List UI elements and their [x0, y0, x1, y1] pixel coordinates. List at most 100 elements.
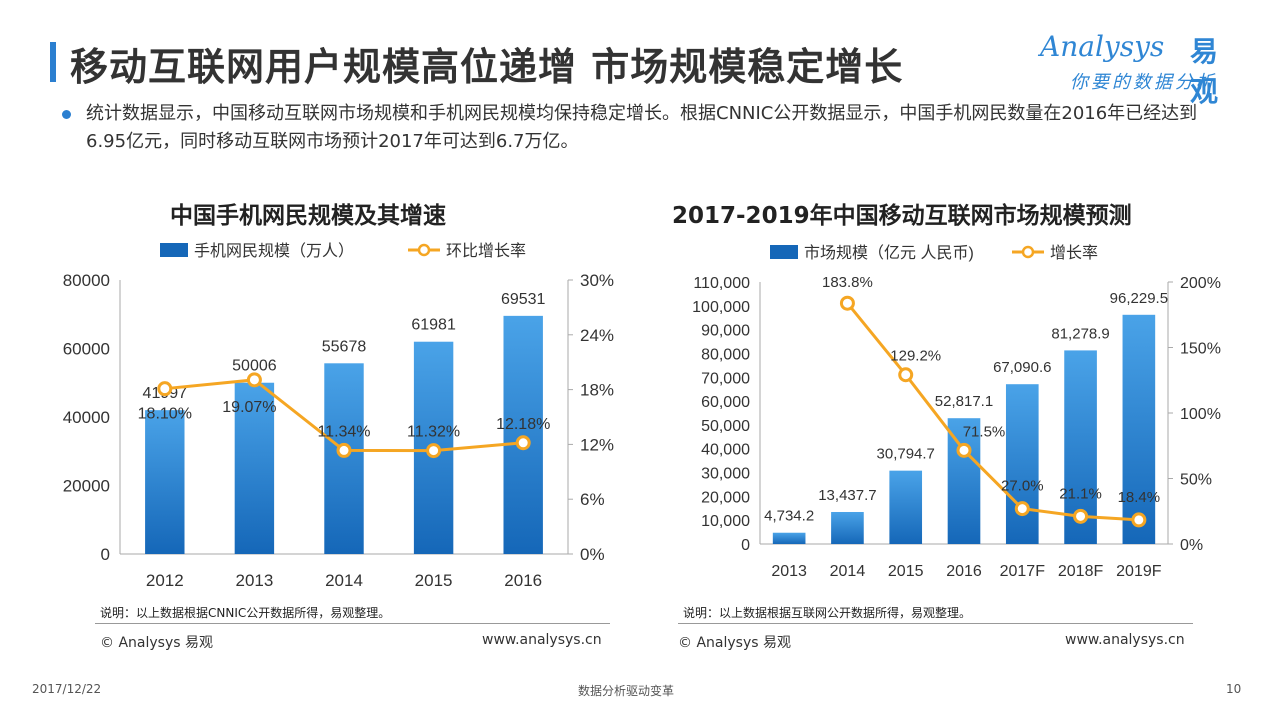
- footer-date: 2017/12/22: [32, 682, 102, 696]
- growth-point: [956, 442, 972, 458]
- y-right-tick-label: 18%: [580, 381, 614, 400]
- x-tick-label: 2017F: [1000, 563, 1046, 580]
- growth-value-label: 27.0%: [1001, 478, 1044, 495]
- growth-value-label: 11.34%: [317, 423, 370, 440]
- y-left-tick-label: 60,000: [701, 394, 750, 411]
- growth-value-label: 71.5%: [963, 423, 1006, 440]
- y-left-tick-label: 80,000: [701, 346, 750, 363]
- analysys-logo: Analysys 易观 你要的数据分析: [1040, 30, 1240, 108]
- y-left-tick-label: 20000: [63, 477, 110, 496]
- growth-point: [157, 381, 173, 397]
- legend-bar-label: 手机网民规模（万人）: [194, 242, 354, 260]
- growth-value-label: 18.10%: [138, 406, 192, 423]
- bar: [503, 315, 543, 554]
- x-tick-label: 2014: [830, 563, 866, 580]
- growth-point: [898, 367, 914, 383]
- legend-bar-label: 市场规模（亿元 人民币): [804, 244, 974, 262]
- bar-value-label: 13,437.7: [818, 487, 876, 504]
- y-right-tick-label: 100%: [1180, 406, 1221, 423]
- y-right-tick-label: 150%: [1180, 341, 1221, 358]
- growth-value-label: 11.32%: [407, 424, 460, 441]
- growth-point: [1073, 508, 1089, 524]
- right-note: 说明：以上数据根据互联网公开数据所得，易观整理。: [683, 606, 972, 620]
- bar-value-label: 50006: [232, 358, 277, 375]
- growth-value-label: 129.2%: [890, 348, 941, 365]
- y-right-tick-label: 200%: [1180, 275, 1221, 292]
- bar: [234, 382, 275, 554]
- bar-value-label: 55678: [322, 338, 367, 355]
- growth-point: [336, 442, 352, 458]
- right-copyright: © Analysys 易观: [678, 635, 791, 651]
- y-right-tick-label: 50%: [1180, 472, 1212, 489]
- y-left-tick-label: 0: [101, 545, 110, 564]
- growth-point: [1131, 512, 1147, 528]
- bar: [889, 470, 923, 544]
- legend-line-label: 增长率: [1050, 244, 1098, 262]
- bar-value-label: 30,794.7: [877, 446, 935, 463]
- y-right-tick-label: 30%: [580, 271, 614, 290]
- growth-value-label: 21.1%: [1059, 485, 1102, 502]
- y-left-tick-label: 0: [741, 537, 750, 554]
- legend-line-label: 环比增长率: [446, 242, 526, 260]
- x-tick-label: 2012: [146, 571, 184, 590]
- y-right-tick-label: 0%: [1180, 537, 1203, 554]
- x-tick-label: 2015: [415, 571, 453, 590]
- x-tick-label: 2016: [504, 571, 542, 590]
- y-right-tick-label: 24%: [580, 326, 614, 345]
- y-left-tick-label: 20,000: [701, 489, 750, 506]
- y-left-tick-label: 40000: [63, 408, 110, 427]
- growth-line: [846, 302, 1139, 522]
- growth-value-label: 18.4%: [1118, 489, 1161, 506]
- left-chart-title: 中国手机网民规模及其增速: [170, 203, 446, 229]
- legend-bar-swatch: [160, 243, 188, 257]
- y-left-tick-label: 100,000: [692, 299, 750, 316]
- left-divider: [95, 623, 610, 624]
- growth-point: [515, 435, 531, 451]
- left-copyright: © Analysys 易观: [100, 635, 213, 651]
- left-chart: 0200004000060000800000%6%12%18%24%30%419…: [63, 242, 614, 590]
- bar: [145, 410, 185, 554]
- y-left-tick-label: 80000: [63, 271, 110, 290]
- legend-line-marker: [1021, 245, 1035, 259]
- bar: [1122, 314, 1156, 544]
- bar-value-label: 52,817.1: [935, 393, 993, 410]
- y-left-tick-label: 110,000: [693, 275, 750, 292]
- bar: [324, 363, 364, 554]
- growth-value-label: 19.07%: [222, 399, 276, 416]
- bar: [772, 532, 806, 544]
- bar-value-label: 81,278.9: [1051, 325, 1109, 342]
- y-right-tick-label: 0%: [580, 545, 605, 564]
- y-right-tick-label: 12%: [580, 435, 614, 454]
- growth-point: [426, 443, 442, 459]
- right-divider: [678, 623, 1193, 624]
- x-tick-label: 2014: [325, 571, 363, 590]
- growth-point: [839, 295, 855, 311]
- logo-cn: 易观: [1190, 35, 1219, 108]
- bar-value-label: 69531: [501, 291, 546, 308]
- right-chart-title: 2017-2019年中国移动互联网市场规模预测: [672, 203, 1132, 229]
- title-accent-bar: [50, 42, 56, 82]
- y-left-tick-label: 70,000: [701, 370, 750, 387]
- bar-value-label: 61981: [411, 317, 456, 334]
- summary-text: 统计数据显示，中国移动互联网市场规模和手机网民规模均保持稳定增长。根据CNNIC…: [86, 103, 1198, 152]
- y-left-tick-label: 90,000: [701, 323, 750, 340]
- x-tick-label: 2019F: [1116, 563, 1162, 580]
- x-tick-label: 2013: [771, 563, 807, 580]
- right-website: www.analysys.cn: [1065, 632, 1185, 648]
- left-note: 说明：以上数据根据CNNIC公开数据所得，易观整理。: [100, 606, 391, 620]
- growth-value-label: 12.18%: [496, 416, 550, 433]
- bar-value-label: 96,229.5: [1110, 290, 1168, 307]
- legend-line-marker: [417, 243, 431, 257]
- bar: [1005, 384, 1039, 544]
- bar: [831, 511, 864, 544]
- bar-value-label: 67,090.6: [993, 359, 1051, 376]
- logo-slogan: 你要的数据分析: [1070, 72, 1217, 93]
- left-website: www.analysys.cn: [482, 632, 602, 648]
- x-tick-label: 2016: [946, 563, 982, 580]
- x-tick-label: 2018F: [1058, 563, 1104, 580]
- y-left-tick-label: 10,000: [701, 513, 750, 530]
- x-tick-label: 2015: [888, 563, 924, 580]
- bar-value-label: 4,734.2: [764, 508, 814, 525]
- logo-en: Analysys: [1040, 30, 1165, 63]
- right-chart: 0 10,000 20,000 30,000 40,000 50,000 60,000 70,…: [692, 244, 1221, 580]
